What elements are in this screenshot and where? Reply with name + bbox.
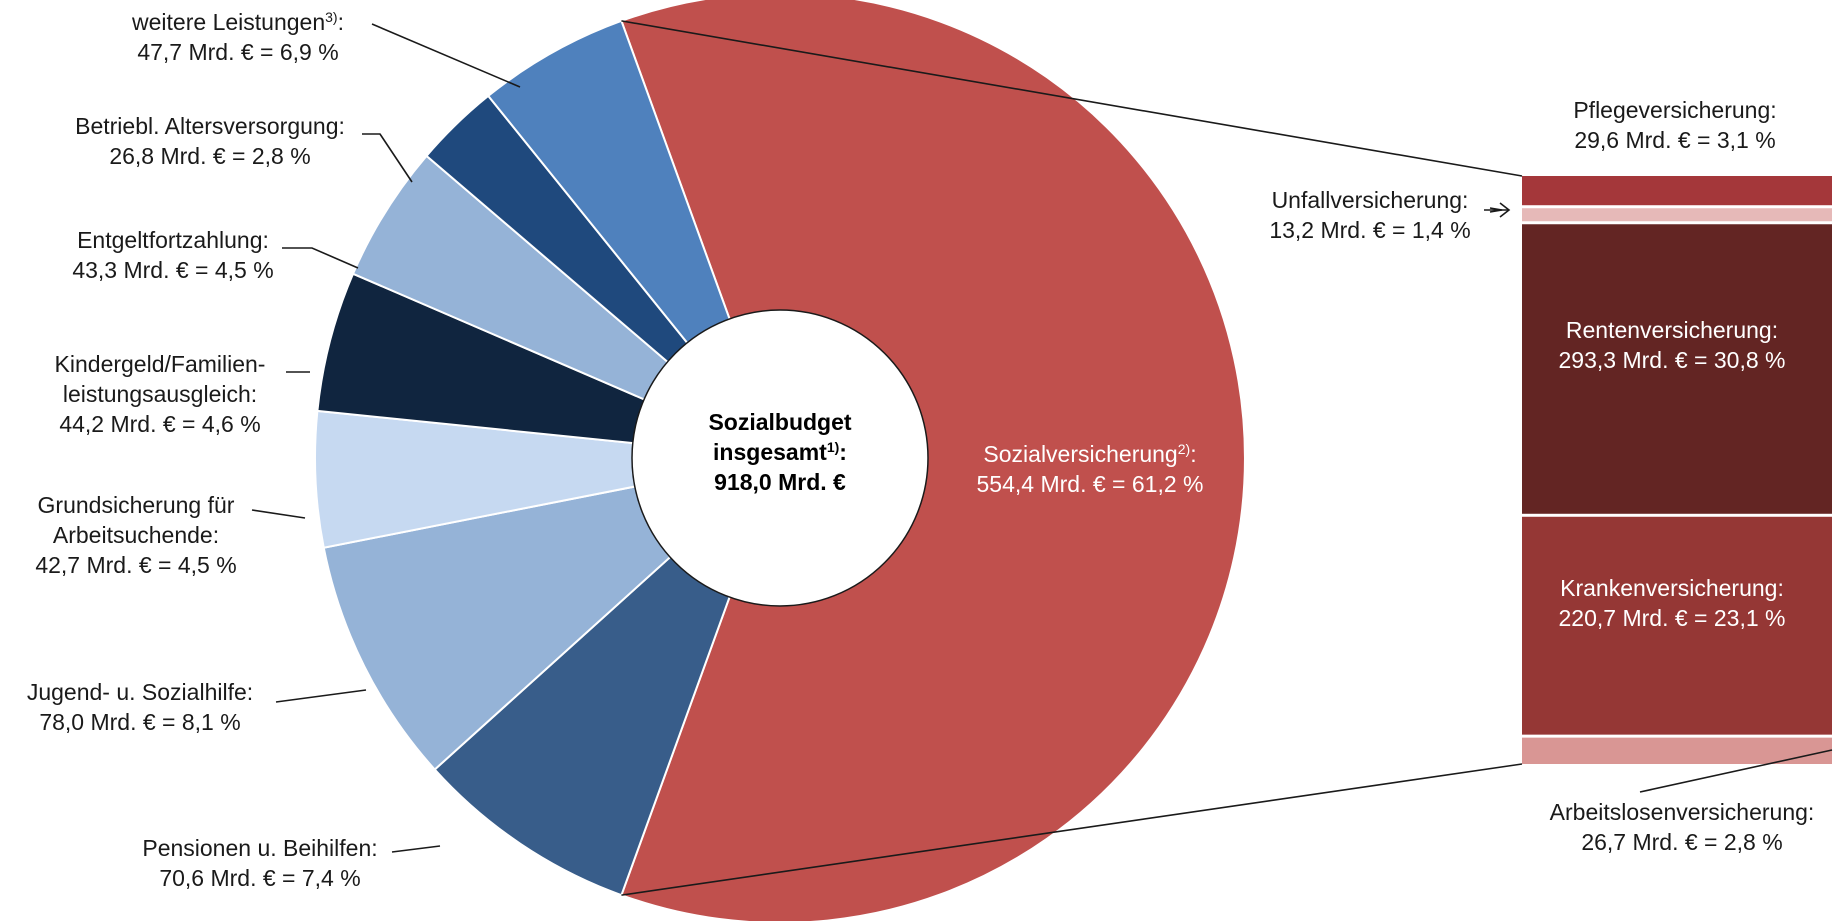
label-kindergeld-line1: Kindergeld/Familien- xyxy=(55,351,266,377)
bar-segment-unfallversicherung xyxy=(1522,208,1832,222)
label-rente: Rentenversicherung: 293,3 Mrd. € = 30,8 … xyxy=(1559,317,1786,373)
bar-segment-pflegeversicherung xyxy=(1522,176,1832,206)
connector-top xyxy=(621,20,1523,177)
label-betriebl-name: Betriebl. Altersversorgung: xyxy=(75,113,345,139)
label-rente-value: 293,3 Mrd. € = 30,8 % xyxy=(1559,347,1786,373)
label-unfall: Unfallversicherung: 13,2 Mrd. € = 1,4 % xyxy=(1269,187,1470,243)
label-jugend-value: 78,0 Mrd. € = 8,1 % xyxy=(39,709,240,735)
leader-grundsicherung xyxy=(251,509,306,519)
pie-slice-sozialversicherung xyxy=(620,0,1246,921)
breakdown-bar xyxy=(1522,176,1832,764)
label-arbeitslos-name: Arbeitslosenversicherung: xyxy=(1550,799,1815,825)
label-pflege-name: Pflegeversicherung: xyxy=(1573,97,1776,123)
leader-lines xyxy=(251,23,521,853)
label-kranken-name: Krankenversicherung: xyxy=(1560,575,1784,601)
label-betriebl-value: 26,8 Mrd. € = 2,8 % xyxy=(109,143,310,169)
label-jugend-name: Jugend- u. Sozialhilfe: xyxy=(27,679,253,705)
label-kindergeld-value: 44,2 Mrd. € = 4,6 % xyxy=(59,411,260,437)
label-grundsicherung-value: 42,7 Mrd. € = 4,5 % xyxy=(35,552,236,578)
leader-arbeitslos xyxy=(1639,749,1833,793)
label-sozialversicherung-value: 554,4 Mrd. € = 61,2 % xyxy=(977,471,1204,497)
connector-bottom xyxy=(621,763,1523,896)
label-betriebl: Betriebl. Altersversorgung: 26,8 Mrd. € … xyxy=(75,113,345,169)
label-jugend: Jugend- u. Sozialhilfe: 78,0 Mrd. € = 8,… xyxy=(27,679,253,735)
label-kindergeld-line2: leistungsausgleich: xyxy=(63,381,257,407)
breakdown-connectors xyxy=(621,20,1523,896)
leader-jugend xyxy=(275,689,367,703)
label-sozialversicherung-name: Sozialversicherung2): xyxy=(983,441,1196,467)
label-pensionen: Pensionen u. Beihilfen: 70,6 Mrd. € = 7,… xyxy=(142,835,377,891)
center-title: Sozialbudget xyxy=(708,409,851,435)
label-arbeitslos-value: 26,7 Mrd. € = 2,8 % xyxy=(1581,829,1782,855)
label-entgelt-name: Entgeltfortzahlung: xyxy=(77,227,269,253)
label-rente-name: Rentenversicherung: xyxy=(1566,317,1778,343)
label-arbeitslos: Arbeitslosenversicherung: 26,7 Mrd. € = … xyxy=(1550,799,1815,855)
center-subtitle: insgesamt1): xyxy=(713,439,847,465)
center-total-value: 918,0 Mrd. € xyxy=(714,469,846,495)
leader-weitere xyxy=(371,23,521,88)
label-unfall-name: Unfallversicherung: xyxy=(1272,187,1469,213)
unfall-arrow-icon xyxy=(1484,202,1511,218)
label-grundsicherung: Grundsicherung für Arbeitsuchende: 42,7 … xyxy=(35,492,236,578)
label-entgelt-value: 43,3 Mrd. € = 4,5 % xyxy=(72,257,273,283)
bar-segment-arbeitslosenversicherung xyxy=(1522,737,1832,764)
label-pensionen-name: Pensionen u. Beihilfen: xyxy=(142,835,377,861)
label-weitere: weitere Leistungen3): 47,7 Mrd. € = 6,9 … xyxy=(131,9,344,65)
label-kindergeld: Kindergeld/Familien- leistungsausgleich:… xyxy=(55,351,266,437)
label-pflege-value: 29,6 Mrd. € = 3,1 % xyxy=(1574,127,1775,153)
label-pflege: Pflegeversicherung: 29,6 Mrd. € = 3,1 % xyxy=(1573,97,1776,153)
label-pensionen-value: 70,6 Mrd. € = 7,4 % xyxy=(159,865,360,891)
label-grundsicherung-line2: Arbeitsuchende: xyxy=(53,522,219,548)
label-entgelt: Entgeltfortzahlung: 43,3 Mrd. € = 4,5 % xyxy=(72,227,273,283)
pie-center-hole xyxy=(631,309,929,607)
leader-entgelt xyxy=(282,247,359,269)
label-unfall-value: 13,2 Mrd. € = 1,4 % xyxy=(1269,217,1470,243)
label-kranken-value: 220,7 Mrd. € = 23,1 % xyxy=(1559,605,1786,631)
leader-betriebl xyxy=(362,133,413,183)
bar-segment-krankenversicherung xyxy=(1522,516,1832,735)
label-sozialversicherung: Sozialversicherung2): 554,4 Mrd. € = 61,… xyxy=(977,441,1204,497)
leader-pensionen xyxy=(391,845,441,853)
bar-segment-rentenversicherung xyxy=(1522,224,1832,514)
label-weitere-value: 47,7 Mrd. € = 6,9 % xyxy=(137,39,338,65)
label-weitere-name: weitere Leistungen3): xyxy=(131,9,344,35)
label-kranken: Krankenversicherung: 220,7 Mrd. € = 23,1… xyxy=(1559,575,1786,631)
label-grundsicherung-line1: Grundsicherung für xyxy=(38,492,235,518)
